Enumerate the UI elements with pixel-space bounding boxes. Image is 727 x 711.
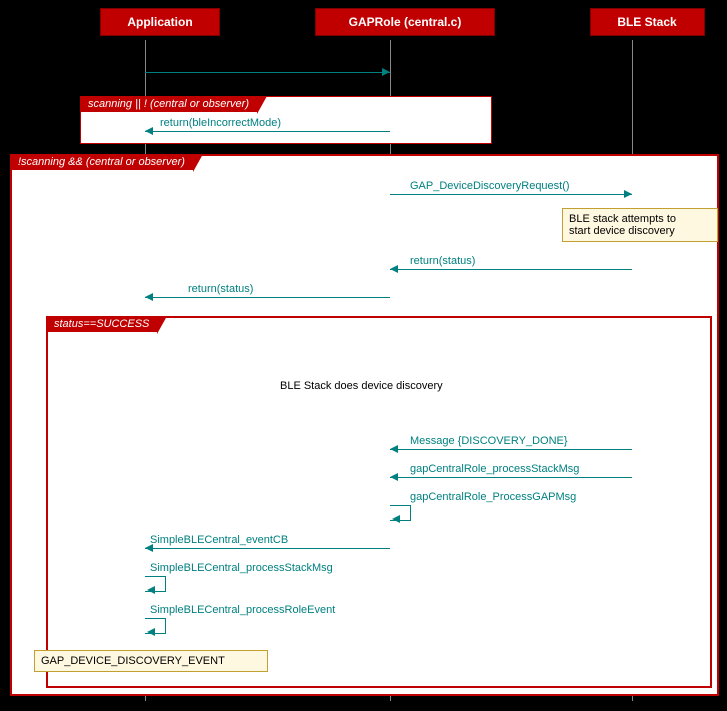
msg-line-2 [390, 194, 632, 195]
msg-line-4 [145, 297, 390, 298]
note-0: BLE stack attempts tostart device discov… [562, 208, 718, 242]
arrow-head-self-10 [147, 628, 155, 636]
msg-label-9: SimpleBLECentral_processStackMsg [150, 562, 333, 574]
arrow-head-0 [382, 68, 390, 76]
msg-label-8: SimpleBLECentral_eventCB [150, 534, 288, 546]
msg-line-0 [145, 72, 390, 73]
msg-label-5: Message {DISCOVERY_DONE} [410, 435, 568, 447]
alt-label-0: scanning || ! (central or observer) [80, 96, 257, 112]
msg-line-6 [390, 477, 632, 478]
arrow-head-2 [624, 190, 632, 198]
arrow-head-self-9 [147, 586, 155, 594]
participant-gap: GAPRole (central.c) [315, 8, 495, 36]
divider-text: BLE Stack does device discovery [280, 380, 443, 392]
msg-line-1 [145, 131, 390, 132]
msg-label-2: GAP_DeviceDiscoveryRequest() [410, 180, 570, 192]
msg-label-6: gapCentralRole_processStackMsg [410, 463, 579, 475]
arrow-head-3 [390, 265, 398, 273]
note-1: GAP_DEVICE_DISCOVERY_EVENT [34, 650, 268, 672]
arrow-head-6 [390, 473, 398, 481]
arrow-head-self-7 [392, 515, 400, 523]
msg-label-7: gapCentralRole_ProcessGAPMsg [410, 491, 576, 503]
msg-label-3: return(status) [410, 255, 475, 267]
msg-line-5 [390, 449, 632, 450]
arrow-head-1 [145, 127, 153, 135]
msg-label-4: return(status) [188, 283, 253, 295]
msg-label-1: return(bleIncorrectMode) [160, 117, 281, 129]
alt-label-2: status==SUCCESS [46, 316, 157, 332]
participant-app: Application [100, 8, 220, 36]
msg-line-8 [145, 548, 390, 549]
sequence-diagram: Application GAPRole (central.c) BLE Stack s… [0, 0, 727, 711]
alt-label-1: !scanning && (central or observer) [10, 154, 193, 170]
arrow-head-5 [390, 445, 398, 453]
participant-ble: BLE Stack [590, 8, 705, 36]
msg-line-3 [390, 269, 632, 270]
msg-label-10: SimpleBLECentral_processRoleEvent [150, 604, 335, 616]
arrow-head-4 [145, 293, 153, 301]
